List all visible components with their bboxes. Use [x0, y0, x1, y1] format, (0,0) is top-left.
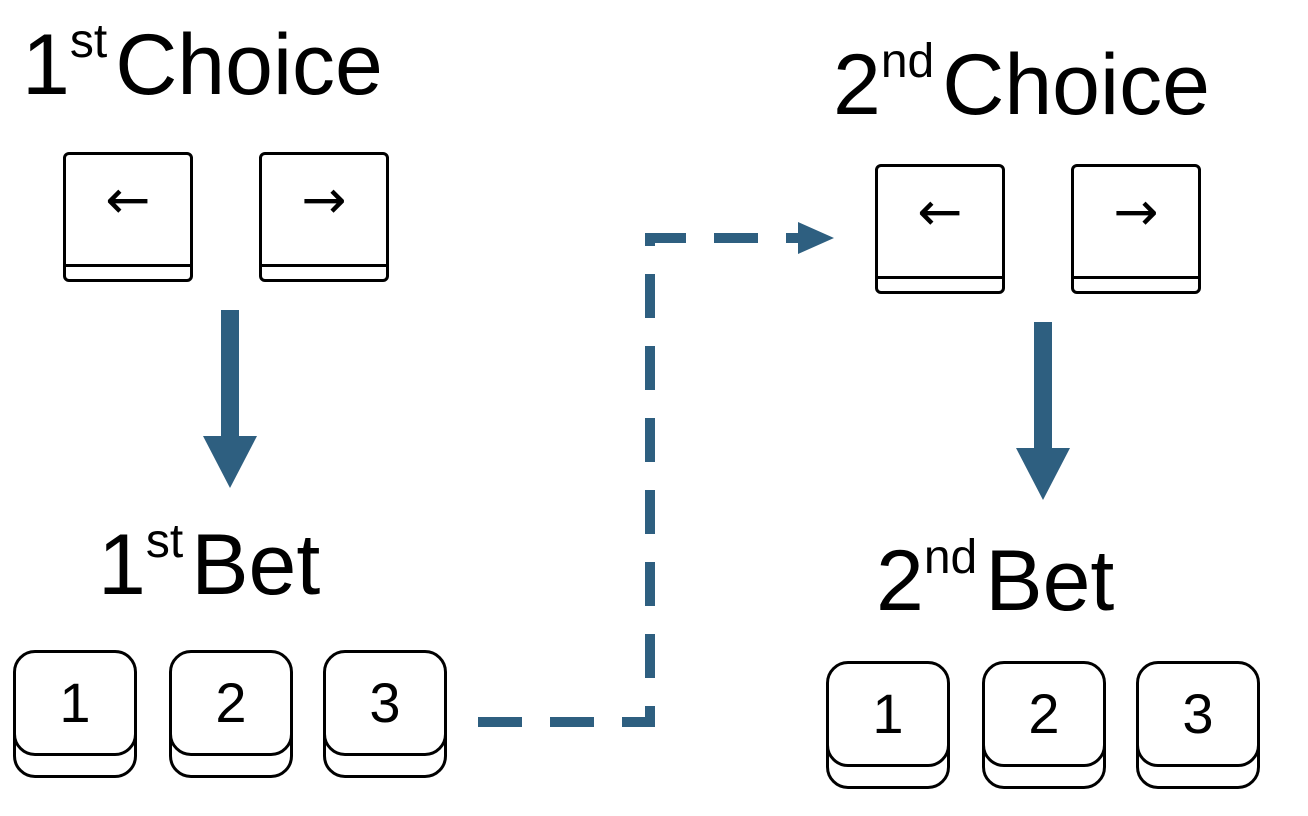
- key-label: 1: [872, 682, 904, 745]
- second-bet-number: 2: [876, 533, 924, 629]
- second-choice-left-key: ←: [875, 164, 1005, 294]
- bet-to-second-choice-dashed-arrow: [478, 222, 834, 727]
- second-choice-right-key: →: [1071, 164, 1201, 294]
- key-cap: 1: [13, 650, 137, 756]
- first-bet-ordinal-suffix: st: [145, 515, 184, 568]
- first-choice-left-key: ←: [63, 152, 193, 282]
- second-bet-key-1: 1: [826, 661, 950, 789]
- second-choice-number: 2: [833, 37, 881, 133]
- key-label: 2: [1028, 682, 1060, 745]
- second-bet-key-3: 3: [1136, 661, 1260, 789]
- second-bet-key-2: 2: [982, 661, 1106, 789]
- first-bet-key-3: 3: [323, 650, 447, 778]
- key-label: 3: [1182, 682, 1214, 745]
- key-cap: 2: [982, 661, 1106, 767]
- first-bet-key-2: 2: [169, 650, 293, 778]
- arrow-shaft: [221, 310, 239, 440]
- second-choice-title: 2ndChoice: [833, 38, 1210, 129]
- key-cap: 3: [1136, 661, 1260, 767]
- right-arrow-icon: →: [301, 168, 347, 231]
- arrow-head: [1016, 448, 1070, 500]
- first-bet-title: 1stBet: [98, 518, 320, 609]
- arrow-head: [798, 222, 834, 254]
- second-bet-ordinal-suffix: nd: [923, 531, 978, 584]
- first-bet-key-1: 1: [13, 650, 137, 778]
- first-choice-word: Choice: [115, 17, 383, 113]
- dashed-path: [478, 233, 800, 727]
- second-bet-word: Bet: [985, 533, 1115, 629]
- first-choice-title: 1stChoice: [22, 18, 383, 109]
- key-cap: 1: [826, 661, 950, 767]
- key-cap: 3: [323, 650, 447, 756]
- second-choice-word: Choice: [942, 37, 1210, 133]
- arrow-head: [203, 436, 257, 488]
- second-choice-ordinal-suffix: nd: [880, 35, 935, 88]
- first-choice-ordinal-suffix: st: [69, 15, 108, 68]
- second-choice-to-bet-arrow: [1016, 322, 1070, 500]
- arrow-shaft: [1034, 322, 1052, 452]
- first-bet-word: Bet: [191, 517, 321, 613]
- first-choice-right-key: →: [259, 152, 389, 282]
- first-bet-number: 1: [98, 517, 146, 613]
- left-arrow-icon: ←: [105, 168, 151, 231]
- key-cap: 2: [169, 650, 293, 756]
- right-arrow-icon: →: [1113, 180, 1159, 243]
- key-label: 3: [369, 671, 401, 734]
- key-label: 2: [215, 671, 247, 734]
- left-arrow-icon: ←: [917, 180, 963, 243]
- second-bet-title: 2ndBet: [876, 534, 1114, 625]
- key-label: 1: [59, 671, 91, 734]
- first-choice-to-bet-arrow: [203, 310, 257, 488]
- first-choice-number: 1: [22, 17, 70, 113]
